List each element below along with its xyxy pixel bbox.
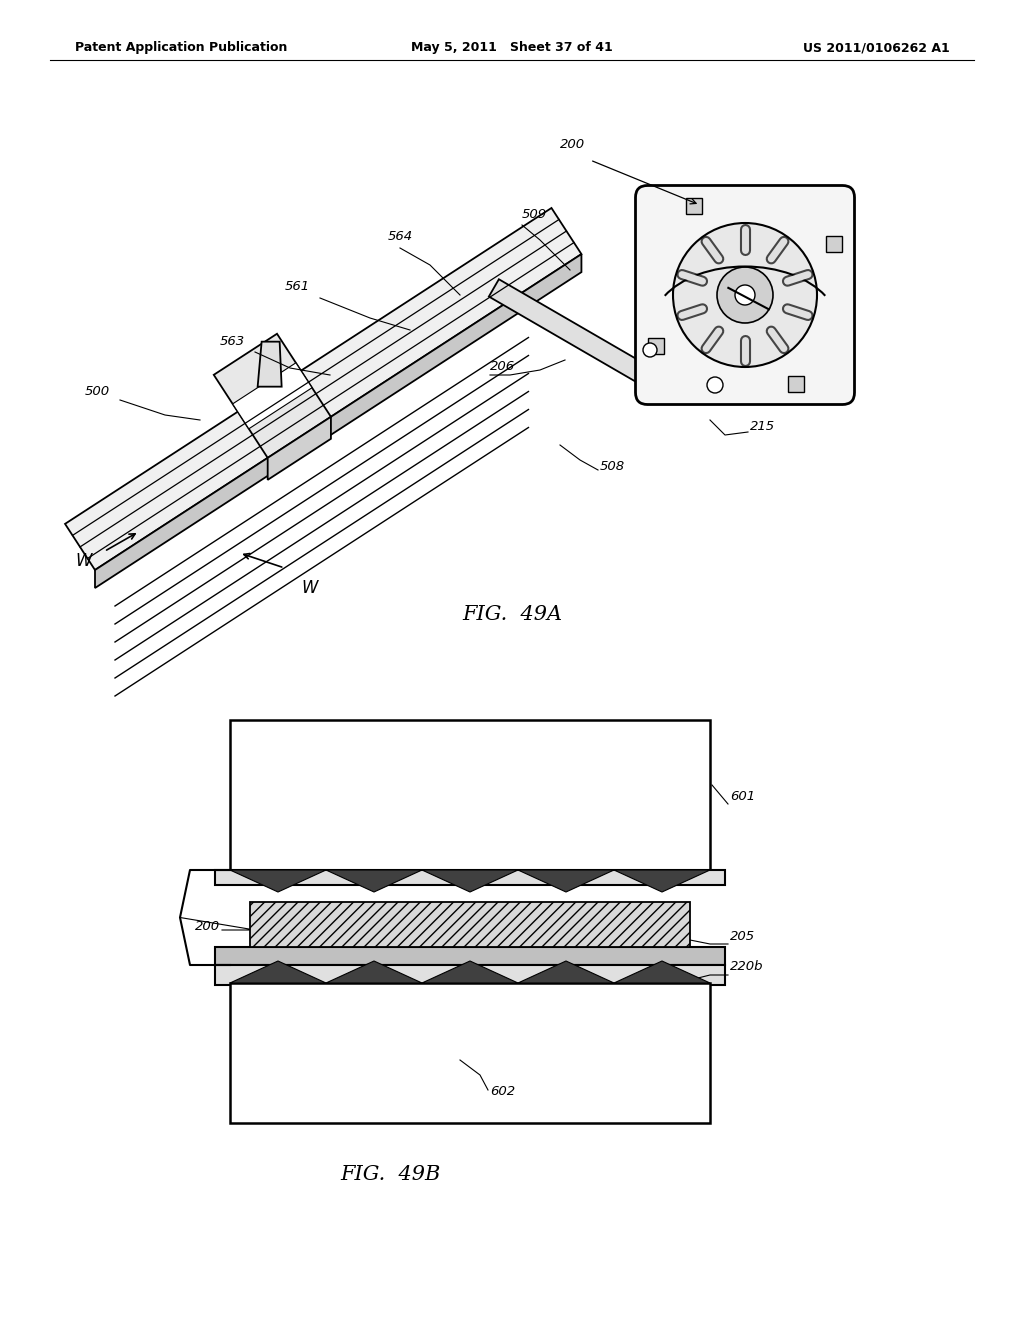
Polygon shape: [258, 342, 282, 387]
Bar: [215, 965, 725, 985]
Bar: [215, 946, 725, 965]
Bar: [825, 236, 842, 252]
Polygon shape: [326, 961, 422, 983]
Text: 601: 601: [730, 789, 755, 803]
Bar: [686, 198, 701, 214]
Text: 563: 563: [220, 335, 245, 348]
Circle shape: [707, 378, 723, 393]
Polygon shape: [230, 870, 326, 892]
Text: US 2011/0106262 A1: US 2011/0106262 A1: [803, 41, 950, 54]
Text: 200: 200: [560, 139, 585, 150]
Polygon shape: [422, 961, 518, 983]
Bar: [250, 902, 690, 946]
Text: 215: 215: [750, 420, 775, 433]
Polygon shape: [614, 961, 710, 983]
Text: W: W: [301, 579, 317, 597]
Polygon shape: [95, 255, 582, 587]
Polygon shape: [230, 961, 326, 983]
Bar: [230, 983, 710, 1123]
Circle shape: [643, 343, 657, 356]
Text: W: W: [76, 553, 92, 570]
Circle shape: [735, 285, 755, 305]
Polygon shape: [214, 334, 331, 458]
Text: 220b: 220b: [730, 960, 764, 973]
Text: FIG.  49A: FIG. 49A: [462, 606, 562, 624]
Bar: [648, 338, 665, 354]
Polygon shape: [326, 870, 422, 892]
Polygon shape: [66, 209, 582, 570]
Polygon shape: [232, 363, 312, 429]
Text: May 5, 2011   Sheet 37 of 41: May 5, 2011 Sheet 37 of 41: [411, 41, 613, 54]
Text: 206: 206: [490, 360, 515, 374]
Bar: [215, 870, 725, 884]
Text: 602: 602: [490, 1085, 515, 1098]
Circle shape: [717, 267, 773, 323]
Text: 205: 205: [730, 931, 755, 942]
Polygon shape: [488, 280, 675, 399]
Bar: [788, 376, 804, 392]
Bar: [230, 719, 710, 870]
Text: 561: 561: [285, 280, 310, 293]
Polygon shape: [518, 870, 614, 892]
FancyBboxPatch shape: [636, 186, 854, 404]
Text: Patent Application Publication: Patent Application Publication: [75, 41, 288, 54]
Text: 508: 508: [600, 459, 625, 473]
Circle shape: [673, 223, 817, 367]
Polygon shape: [614, 870, 710, 892]
Polygon shape: [422, 870, 518, 892]
Text: 509: 509: [522, 209, 547, 220]
Text: 564: 564: [388, 230, 413, 243]
Polygon shape: [518, 961, 614, 983]
Text: FIG.  49B: FIG. 49B: [340, 1166, 440, 1184]
Text: 500: 500: [85, 385, 111, 399]
Text: 200: 200: [195, 920, 220, 933]
Polygon shape: [267, 417, 331, 480]
